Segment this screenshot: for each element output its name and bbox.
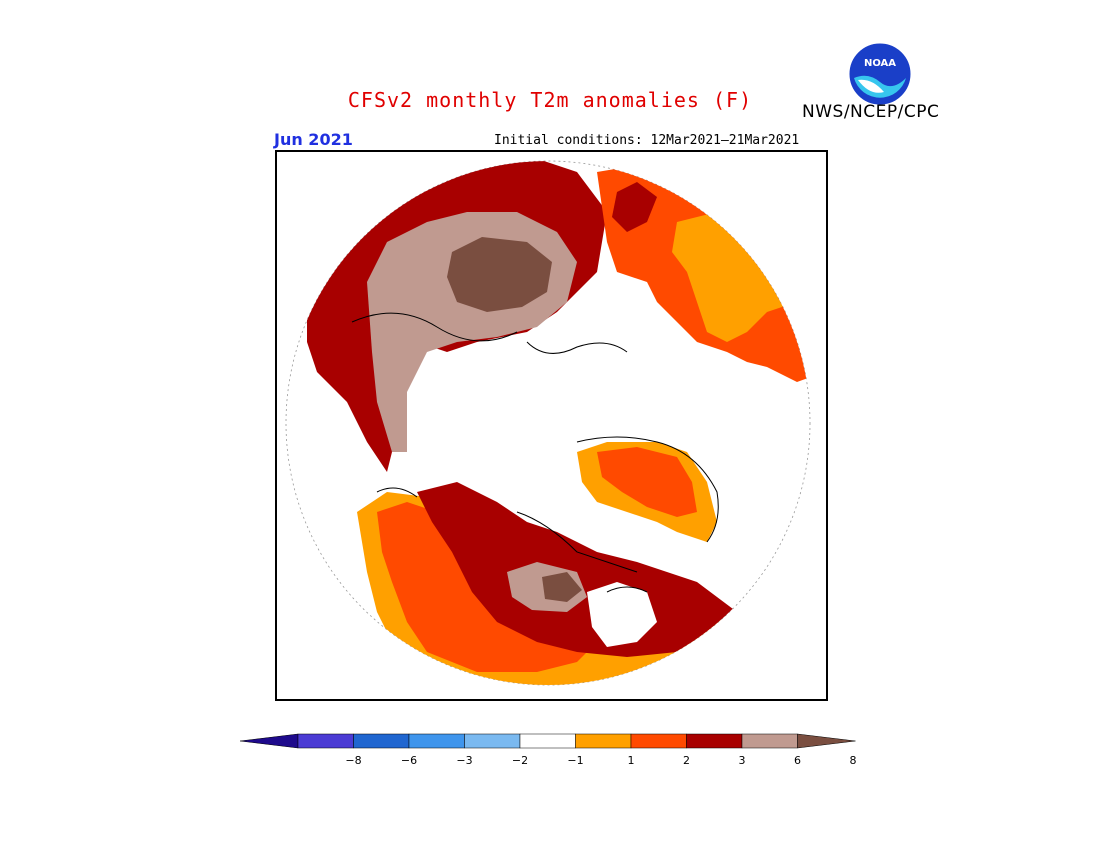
agency-label: NWS/NCEP/CPC [802,102,940,122]
legend-tick-label: −3 [456,754,473,767]
forecast-month: Jun 2021 [274,130,353,149]
anomaly-region-hudson [587,582,657,647]
anomaly-region-canada-max [542,572,582,602]
anomaly-region-asia-north [612,182,657,232]
anomaly-region-siberia-east-3f [597,447,697,517]
map-frame [275,150,828,701]
anomaly-region-canada [417,482,737,657]
legend-swatch-high-arrow [797,733,856,749]
initial-conditions: Initial conditions: 12Mar2021–21Mar2021 [494,133,800,148]
legend-swatch [353,733,410,749]
legend-tick-label: 8 [849,754,857,767]
polar-map [285,160,811,686]
legend-swatch [297,733,354,749]
legend-tick-label: −8 [345,754,362,767]
legend-tick-label: −6 [400,754,418,767]
legend-swatch [686,733,743,749]
legend-tick-label: 6 [794,754,801,767]
legend-tick-label: −1 [567,754,584,767]
svg-text:NOAA: NOAA [864,58,896,69]
legend-swatch [630,733,687,749]
legend-tick-label: −2 [511,754,529,767]
legend-tick-label: 2 [683,754,690,767]
legend-swatch [408,733,465,749]
noaa-logo: NOAA [848,42,912,106]
anomaly-region-europe-max [447,237,552,312]
color-legend [239,733,856,749]
legend-swatch [741,733,798,749]
coastlines [351,312,719,593]
legend-swatch-low-arrow [239,733,299,749]
legend-swatch [519,733,576,749]
legend-tick-label: 3 [738,754,746,767]
anomaly-region-north-america-3f [377,502,607,672]
anomaly-region-asia-2f [672,212,797,342]
legend-swatch [575,733,632,749]
map-title: CFSv2 monthly T2m anomalies (F) [347,88,753,112]
legend-swatch [464,733,521,749]
legend-tick-label: 1 [627,754,635,767]
